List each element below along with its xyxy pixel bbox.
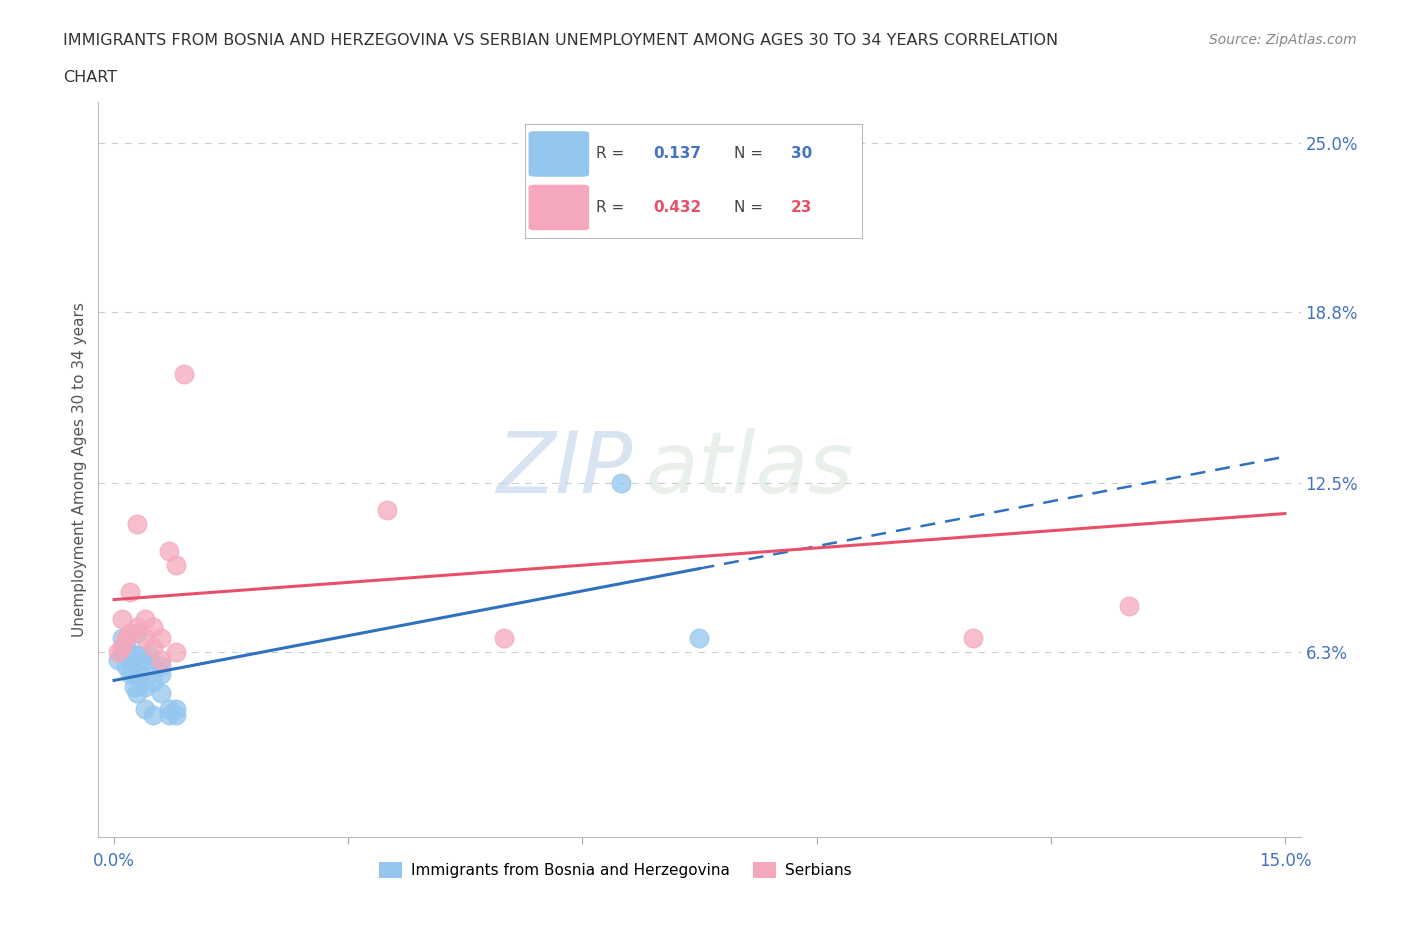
Point [157, 707, 180, 722]
Text: IMMIGRANTS FROM BOSNIA AND HERZEGOVINA VS SERBIAN UNEMPLOYMENT AMONG AGES 30 TO : IMMIGRANTS FROM BOSNIA AND HERZEGOVINA V… [63, 33, 1059, 47]
Point [134, 680, 156, 695]
Point [111, 612, 134, 627]
Point [689, 631, 711, 645]
Point [114, 639, 136, 654]
Point [127, 647, 149, 662]
Point [111, 639, 134, 654]
Point [127, 620, 149, 635]
Point [166, 644, 188, 659]
Point [142, 639, 165, 654]
Point [142, 658, 165, 673]
Point [118, 666, 141, 681]
Point [610, 476, 633, 491]
Point [157, 701, 180, 716]
Point [173, 367, 195, 382]
Point [166, 707, 188, 722]
Point [122, 647, 145, 662]
Text: ZIP: ZIP [498, 428, 633, 512]
Point [142, 620, 165, 635]
Point [1118, 598, 1140, 613]
Point [114, 658, 136, 673]
Point [118, 626, 141, 641]
Point [166, 701, 188, 716]
Point [375, 503, 398, 518]
Point [127, 517, 149, 532]
Point [122, 680, 145, 695]
Point [157, 544, 180, 559]
Point [138, 647, 160, 662]
Point [134, 631, 156, 645]
Point [142, 674, 165, 689]
Point [166, 557, 188, 572]
Point [142, 707, 165, 722]
Text: Source: ZipAtlas.com: Source: ZipAtlas.com [1209, 33, 1357, 46]
Point [111, 644, 134, 659]
Point [494, 631, 516, 645]
Point [610, 218, 633, 232]
Text: atlas: atlas [645, 428, 853, 512]
Point [118, 653, 141, 668]
Legend: Immigrants from Bosnia and Herzegovina, Serbians: Immigrants from Bosnia and Herzegovina, … [373, 857, 858, 884]
Point [127, 685, 149, 700]
Point [149, 653, 172, 668]
Point [149, 631, 172, 645]
Point [134, 701, 156, 716]
Point [134, 612, 156, 627]
Point [114, 631, 136, 645]
Point [962, 631, 984, 645]
Y-axis label: Unemployment Among Ages 30 to 34 years: Unemployment Among Ages 30 to 34 years [72, 302, 87, 637]
Point [149, 685, 172, 700]
Point [118, 585, 141, 600]
Point [134, 653, 156, 668]
Point [149, 666, 172, 681]
Point [149, 658, 172, 673]
Point [127, 626, 149, 641]
Text: CHART: CHART [63, 70, 117, 85]
Point [107, 644, 129, 659]
Point [127, 666, 149, 681]
Point [111, 631, 134, 645]
Point [131, 666, 153, 681]
Point [107, 653, 129, 668]
